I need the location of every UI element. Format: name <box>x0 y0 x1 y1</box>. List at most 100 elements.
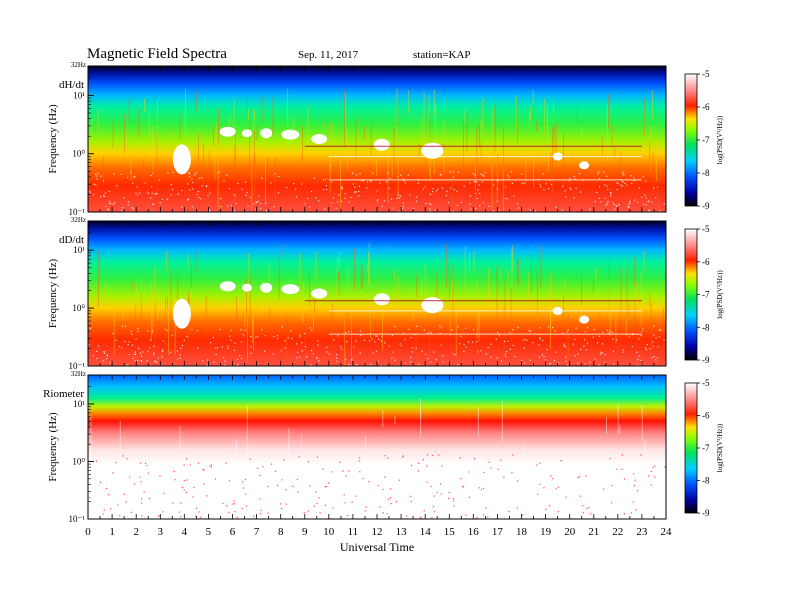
spectrogram-speckle <box>539 338 541 340</box>
spectrogram-speckle <box>563 345 565 347</box>
spectrogram-image <box>88 221 666 366</box>
spectrogram-streak <box>128 98 130 123</box>
spectrogram-speckle <box>146 465 148 467</box>
spectrogram-speckle <box>425 202 427 205</box>
spectrogram-speckle <box>159 475 161 477</box>
spectrogram-streak <box>479 295 480 329</box>
spectrogram-streak <box>113 302 115 356</box>
spectrogram-speckle <box>453 189 455 191</box>
spectrogram-speckle <box>418 462 420 464</box>
spectrogram-streak <box>563 295 564 336</box>
spectrogram-streak <box>147 166 148 212</box>
x-tick-label: 18 <box>516 526 528 538</box>
spectrogram-speckle <box>387 172 389 174</box>
spectrogram-speckle <box>202 469 204 471</box>
spectrogram-speckle <box>600 201 602 203</box>
spectrogram-streak <box>615 309 617 344</box>
spectrogram-streak <box>429 300 431 358</box>
spectrogram-speckle <box>628 203 630 205</box>
spectrogram-speckle <box>429 202 431 204</box>
spectrogram-speckle <box>358 185 360 187</box>
spectrogram-streak <box>452 166 453 212</box>
x-tick-label: 19 <box>540 526 552 538</box>
spectrogram-streak <box>236 296 237 332</box>
spectrogram-speckle <box>561 209 564 211</box>
spectrogram-speckle <box>446 190 448 192</box>
spectrogram-speckle <box>216 347 219 349</box>
spectrogram-speckle <box>539 356 541 358</box>
spectrogram-speckle <box>517 203 519 205</box>
spectrogram-speckle <box>610 192 612 194</box>
spectrogram-streak <box>184 457 186 481</box>
spectrogram-streak <box>187 160 188 183</box>
spectrogram-speckle <box>102 360 104 362</box>
spectrogram-speckle <box>648 475 650 477</box>
colorbar-label: log(PSD(V²/Hz)) <box>716 115 724 164</box>
spectrogram-speckle <box>244 329 246 331</box>
spectrogram-streak <box>552 126 554 162</box>
spectrogram-speckle <box>504 186 507 188</box>
spectrogram-speckle <box>226 174 228 176</box>
spectrogram-streak <box>337 270 339 280</box>
spectrogram-speckle <box>233 500 235 502</box>
spectrogram-speckle <box>425 353 427 355</box>
spectrogram-speckle <box>236 516 238 518</box>
spectrogram-streak <box>477 407 479 436</box>
spectrogram-streak <box>305 314 306 362</box>
spectrogram-speckle <box>478 487 480 489</box>
spectrogram-speckle <box>427 454 429 456</box>
x-tick-label: 1 <box>109 526 115 538</box>
spectrogram-speckle <box>585 349 587 351</box>
spectrogram-speckle <box>397 194 400 196</box>
spectrogram-speckle <box>517 326 519 329</box>
spectrogram-speckle <box>89 496 91 499</box>
spectrogram-speckle <box>568 179 570 182</box>
spectrogram-speckle <box>206 364 208 366</box>
spectrogram-speckle <box>130 330 132 332</box>
spectrogram-speckle <box>227 347 229 349</box>
spectrogram-streak <box>649 142 651 174</box>
spectrogram-speckle <box>97 172 99 175</box>
spectrogram-speckle <box>658 336 660 338</box>
spectrogram-speckle <box>210 464 213 466</box>
spectrogram-speckle <box>435 190 438 192</box>
spectrogram-speckle <box>592 336 594 338</box>
spectrogram-streak <box>165 298 166 345</box>
spectrogram-streak <box>195 91 197 112</box>
spectrogram-speckle <box>638 338 640 340</box>
spectrogram-speckle <box>539 327 541 329</box>
x-tick-label: 3 <box>158 526 164 538</box>
spectrogram-streak <box>347 128 349 171</box>
spectrogram-speckle <box>490 343 492 345</box>
spectrogram-speckle <box>524 362 526 364</box>
spectrogram-streak <box>436 270 438 320</box>
spectrogram-speckle <box>228 188 231 190</box>
spectrogram-speckle <box>579 495 581 497</box>
spectrogram-streak <box>351 289 353 309</box>
spectrogram-speckle <box>509 348 511 350</box>
spectrogram-speckle <box>195 172 197 174</box>
spectrogram-speckle <box>194 174 196 176</box>
spectrogram-streak <box>626 266 628 323</box>
spectrogram-streak <box>620 150 622 177</box>
spectrogram-speckle <box>645 349 647 351</box>
spectrogram-speckle <box>430 361 432 363</box>
spectrogram-speckle <box>453 498 455 500</box>
spectrogram-speckle <box>457 363 459 366</box>
spectrogram-streak <box>150 283 152 341</box>
spectrogram-speckle <box>257 200 259 202</box>
y-tick-label: 10¹ <box>73 399 85 409</box>
spectrogram-speckle <box>611 484 613 487</box>
spectrogram-streak <box>344 319 346 366</box>
spectrogram-speckle <box>465 327 467 329</box>
spectrogram-speckle <box>136 186 138 188</box>
spectrogram-speckle <box>417 182 419 184</box>
spectrogram-speckle <box>597 342 599 344</box>
spectrogram-streak <box>606 417 607 435</box>
spectrogram-speckle <box>452 176 455 178</box>
spectrogram-speckle <box>318 360 320 362</box>
spectrogram-speckle <box>166 329 169 332</box>
spectrogram-streak <box>394 270 395 282</box>
spectrogram-speckle <box>510 171 512 173</box>
spectrogram-streak <box>396 88 398 139</box>
